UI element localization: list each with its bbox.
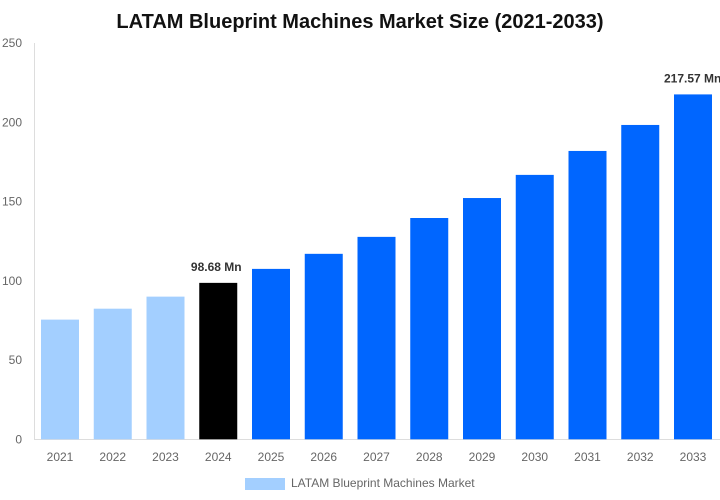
legend[interactable]: LATAM Blueprint Machines Market [245, 476, 475, 490]
y-tick-label: 50 [9, 353, 23, 367]
bar-2022[interactable] [93, 308, 132, 440]
x-tick-label: 2023 [152, 450, 179, 464]
legend-label: LATAM Blueprint Machines Market [291, 476, 475, 490]
x-tick-label: 2026 [310, 450, 337, 464]
bar-2033[interactable] [674, 94, 712, 440]
data-label: 217.57 Mn [664, 71, 720, 85]
data-label: 98.68 Mn [191, 260, 242, 274]
x-tick-label: 2024 [205, 450, 232, 464]
bar-2029[interactable] [463, 198, 501, 440]
y-tick-label: 0 [15, 432, 22, 446]
bar-2024[interactable] [199, 282, 238, 440]
legend-swatch [245, 478, 285, 490]
x-tick-label: 2028 [416, 450, 443, 464]
bar-2027[interactable] [357, 236, 396, 440]
x-tick-label: 2032 [627, 450, 654, 464]
y-tick-label: 150 [2, 195, 22, 209]
x-tick-label: 2029 [469, 450, 496, 464]
bar-2030[interactable] [515, 174, 554, 440]
x-tick-label: 2021 [47, 450, 74, 464]
x-tick-label: 2022 [99, 450, 126, 464]
bar-2028[interactable] [410, 218, 449, 440]
y-tick-label: 250 [2, 36, 22, 50]
chart-title: LATAM Blueprint Machines Market Size (20… [116, 11, 603, 33]
y-tick-label: 200 [2, 115, 22, 129]
x-tick-label: 2031 [574, 450, 601, 464]
x-tick-label: 2030 [521, 450, 548, 464]
x-tick-label: 2025 [258, 450, 285, 464]
x-tick-label: 2033 [680, 450, 707, 464]
bar-2031[interactable] [568, 150, 607, 440]
bar-2023[interactable] [146, 296, 185, 440]
bar-2032[interactable] [621, 124, 660, 440]
bar-2026[interactable] [304, 253, 343, 440]
bar-2025[interactable] [252, 268, 290, 440]
bar-2021[interactable] [41, 319, 79, 440]
x-tick-label: 2027 [363, 450, 390, 464]
y-tick-label: 100 [2, 274, 22, 288]
